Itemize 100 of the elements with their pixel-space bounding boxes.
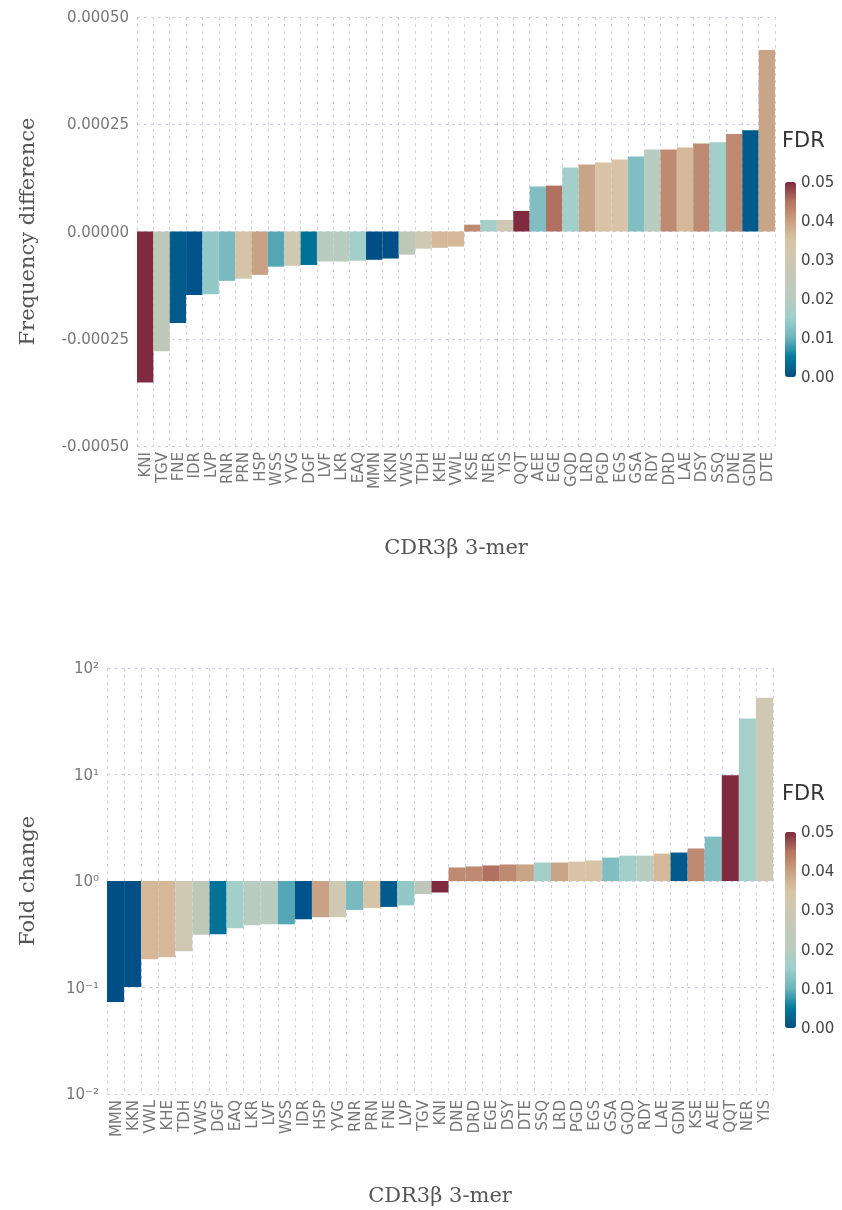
x-tick-label: QQT — [512, 451, 531, 485]
x-tick-label: RNR — [217, 452, 236, 485]
x-tick-label: LRD — [577, 452, 596, 483]
x-tick-label: PGD — [567, 1100, 586, 1133]
x-tick-label: HSP — [250, 452, 269, 482]
color-bar-label: 0.01 — [801, 329, 835, 347]
x-tick-label: QQT — [721, 1099, 740, 1133]
x-tick-label: YIS — [755, 1100, 774, 1125]
x-tick-label: YIS — [496, 452, 515, 477]
x-tick-label: VWL — [447, 451, 465, 486]
x-tick-label: KNI — [136, 452, 155, 478]
x-tick-label: SSQ — [533, 1100, 552, 1131]
x-tick-label: EGS — [584, 1100, 603, 1131]
bar — [153, 231, 170, 352]
x-tick-label: DGF — [299, 452, 318, 484]
x-tick-label: IDR — [185, 452, 204, 479]
x-tick-label: VWS — [191, 1100, 210, 1135]
color-bar-label: 0.02 — [801, 940, 835, 959]
x-tick-label: LRD — [550, 1100, 569, 1131]
bar — [311, 881, 329, 918]
color-bar-title: FDR — [782, 128, 825, 152]
x-tick-label: DRD — [659, 452, 678, 486]
x-tick-label: HSP — [311, 1100, 330, 1130]
x-tick-label: DTE — [757, 452, 776, 483]
x-tick-label: EGE — [482, 1100, 501, 1131]
bar — [480, 219, 497, 232]
y-tick-label: 10⁻² — [65, 1085, 99, 1103]
x-tick-label: MMN — [365, 452, 384, 490]
x-tick-label: GDN — [741, 452, 760, 487]
bar — [398, 231, 416, 255]
bar — [346, 881, 364, 910]
bar — [758, 50, 775, 232]
x-tick-label: LKR — [332, 452, 351, 481]
bar — [284, 231, 301, 266]
bar — [709, 142, 726, 232]
color-bar-label: 0.00 — [801, 368, 835, 386]
x-tick-label: TDH — [414, 452, 433, 485]
bar — [721, 775, 739, 881]
bar — [545, 185, 563, 232]
x-tick-label: RNR — [345, 1100, 364, 1133]
bar — [551, 862, 569, 881]
bar — [363, 881, 381, 908]
x-tick-label: GSA — [601, 1099, 620, 1132]
bar — [294, 881, 312, 920]
x-tick-label: EGS — [610, 452, 629, 483]
x-tick-label: KSE — [463, 452, 482, 481]
bar — [660, 149, 677, 232]
color-bar-label: 0.04 — [801, 862, 835, 881]
x-tick-label: PRN — [234, 452, 253, 483]
x-tick-label: LVP — [201, 452, 220, 479]
x-tick-label: LVF — [316, 452, 335, 478]
x-tick-label: EGE — [545, 452, 564, 483]
x-tick-label: DNE — [725, 452, 744, 485]
y-tick-label: 10² — [73, 659, 99, 677]
bar — [687, 848, 705, 881]
y-axis-title: Frequency difference — [14, 117, 39, 346]
x-tick-label: LVF — [260, 1100, 279, 1126]
x-tick-label: IDR — [294, 1100, 313, 1127]
x-tick-label: WSS — [267, 452, 286, 486]
color-bar-label: 0.02 — [801, 290, 835, 308]
bar — [516, 864, 534, 881]
y-axis-title: Fold change — [14, 815, 39, 947]
x-tick-label: DSY — [692, 451, 711, 483]
color-bar-label: 0.03 — [801, 901, 835, 920]
x-tick-label: LKR — [243, 1100, 262, 1129]
bar — [267, 231, 285, 267]
y-tick-label: 0.00000 — [66, 222, 129, 241]
color-bar-label: 0.03 — [801, 251, 835, 269]
bar — [562, 167, 579, 232]
bar — [499, 864, 517, 881]
bar — [397, 881, 415, 906]
x-tick-label: FNE — [168, 452, 187, 482]
x-tick-label: DNE — [448, 1100, 467, 1133]
x-tick-label: FNE — [379, 1100, 398, 1130]
bar — [277, 881, 295, 925]
x-tick-label: NER — [738, 1100, 757, 1132]
x-tick-label: LAE — [653, 1100, 671, 1129]
bar — [329, 881, 347, 918]
x-tick-label: GQD — [561, 452, 580, 487]
bar — [464, 224, 481, 232]
x-tick-label: SSQ — [708, 452, 727, 483]
x-tick-label: LAE — [676, 452, 695, 481]
bar — [738, 718, 756, 881]
bar — [496, 219, 514, 232]
color-bar-label: 0.01 — [801, 979, 835, 998]
x-tick-label: DTE — [516, 1100, 535, 1131]
color-bar-label: 0.04 — [801, 212, 835, 230]
bar — [415, 231, 432, 249]
x-tick-label: MMN — [106, 1100, 125, 1138]
x-tick-label: PGD — [594, 452, 613, 485]
x-tick-label: KHE — [430, 452, 449, 483]
bar — [235, 231, 252, 279]
x-tick-label: KHE — [157, 1100, 176, 1131]
bar — [693, 143, 710, 232]
x-tick-label: DGF — [209, 1100, 227, 1132]
bar — [380, 881, 398, 907]
bar — [192, 881, 210, 935]
bar — [300, 231, 317, 265]
bar — [349, 231, 367, 261]
x-tick-label: NER — [479, 452, 498, 484]
